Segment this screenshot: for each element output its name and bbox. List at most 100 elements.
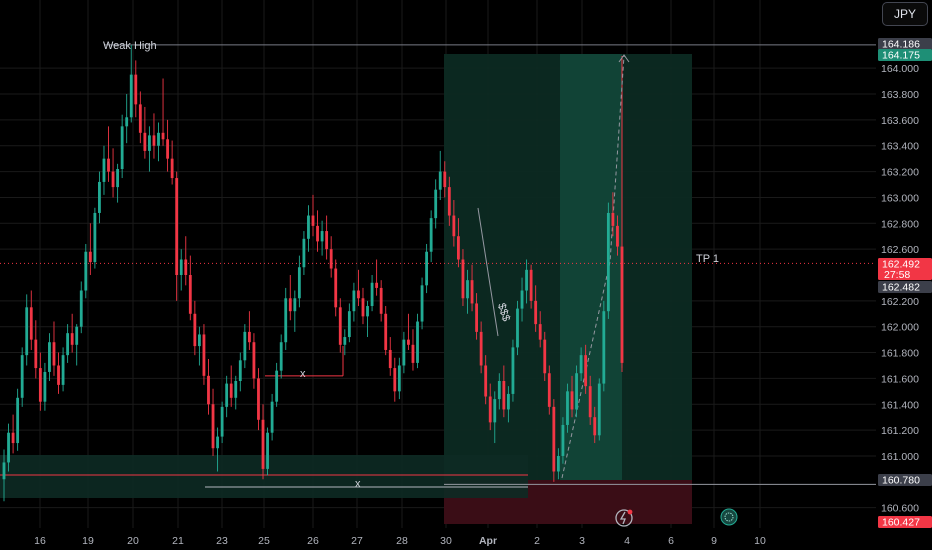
- replay-icon[interactable]: [615, 509, 633, 527]
- y-tick-label: 161.000: [881, 451, 919, 463]
- candle: [484, 355, 488, 405]
- candle: [229, 365, 233, 407]
- x-tick-label: 19: [82, 535, 94, 547]
- candle: [66, 324, 70, 363]
- annotations: Weak High TP 1 $$$ x x: [103, 40, 719, 490]
- candle: [302, 231, 306, 275]
- candle: [611, 192, 615, 237]
- projection-path: [561, 55, 625, 479]
- candle: [143, 106, 147, 159]
- candle: [352, 282, 356, 322]
- candle: [16, 388, 20, 451]
- candle: [479, 321, 483, 374]
- candle: [270, 393, 274, 441]
- candle: [79, 281, 83, 334]
- price-tag: [878, 281, 932, 293]
- calendar-event-icon[interactable]: [720, 508, 738, 526]
- candle: [570, 375, 574, 418]
- candle: [107, 126, 110, 182]
- candles: [2, 44, 624, 502]
- candle: [538, 311, 542, 348]
- candle: [207, 359, 210, 415]
- x-tick-label: 26: [307, 535, 319, 547]
- price-tag-label: 162.492: [882, 259, 920, 271]
- candle: [38, 352, 42, 411]
- candle: [466, 269, 469, 314]
- candle: [88, 223, 92, 275]
- swing-mark-label: x: [300, 368, 306, 380]
- candle: [452, 200, 456, 247]
- candle: [288, 275, 292, 321]
- candle: [361, 287, 365, 325]
- candle: [502, 365, 506, 418]
- candle: [334, 259, 338, 317]
- candle: [411, 329, 415, 371]
- candle: [379, 280, 383, 322]
- candle: [2, 449, 6, 502]
- candle: [311, 194, 315, 237]
- x-tick-label: 9: [711, 535, 717, 547]
- candle: [366, 300, 369, 338]
- candle: [247, 311, 251, 350]
- candle: [193, 300, 197, 356]
- currency-button[interactable]: JPY: [882, 2, 928, 26]
- candle: [293, 290, 297, 332]
- candle: [575, 365, 578, 418]
- x-tick-label: 28: [396, 535, 408, 547]
- x-tick-label: 4: [624, 535, 630, 547]
- candle: [384, 306, 388, 356]
- candle: [275, 362, 279, 407]
- x-tick-label: 20: [127, 535, 139, 547]
- candle: [120, 114, 124, 179]
- price-tag: [878, 38, 932, 50]
- candle: [93, 207, 97, 269]
- candle: [602, 300, 606, 392]
- candle: [279, 334, 283, 379]
- candle: [202, 324, 206, 385]
- candle: [157, 122, 160, 162]
- candle: [447, 176, 451, 226]
- candle: [370, 275, 374, 312]
- y-tick-label: 164.000: [881, 63, 919, 75]
- candle: [11, 414, 15, 454]
- candle: [325, 215, 329, 260]
- candle: [166, 119, 169, 172]
- candle: [61, 347, 65, 392]
- candle: [152, 113, 156, 159]
- candle: [556, 448, 560, 480]
- candle: [138, 91, 142, 144]
- candle: [543, 331, 547, 381]
- candle: [552, 399, 556, 482]
- y-tick-label: 162.600: [881, 244, 919, 256]
- candle: [7, 423, 10, 472]
- candle: [25, 294, 29, 366]
- y-tick-label: 161.800: [881, 348, 919, 360]
- candle: [148, 126, 151, 172]
- x-tick-label: 30: [440, 535, 452, 547]
- x-tick-label: 3: [579, 535, 585, 547]
- candle: [420, 277, 424, 330]
- tp-label: TP 1: [696, 253, 719, 265]
- candle: [402, 331, 406, 374]
- candle: [184, 236, 188, 286]
- price-tag: [878, 474, 932, 486]
- candle: [243, 324, 247, 369]
- x-tick-label: 10: [754, 535, 766, 547]
- candle: [98, 171, 101, 224]
- candle: [520, 277, 524, 322]
- y-tick-label: 160.600: [881, 503, 919, 515]
- projection-arrow-icon: [618, 54, 630, 63]
- candle: [75, 324, 79, 366]
- candle: [416, 313, 419, 369]
- candle: [179, 249, 183, 291]
- candle: [561, 417, 565, 464]
- x-tick-label: 27: [351, 535, 363, 547]
- candle: [457, 218, 460, 268]
- candle: [616, 215, 619, 256]
- candle: [297, 255, 301, 308]
- candle: [234, 375, 238, 410]
- candle: [516, 300, 519, 356]
- candle: [257, 368, 260, 431]
- candle: [338, 298, 342, 353]
